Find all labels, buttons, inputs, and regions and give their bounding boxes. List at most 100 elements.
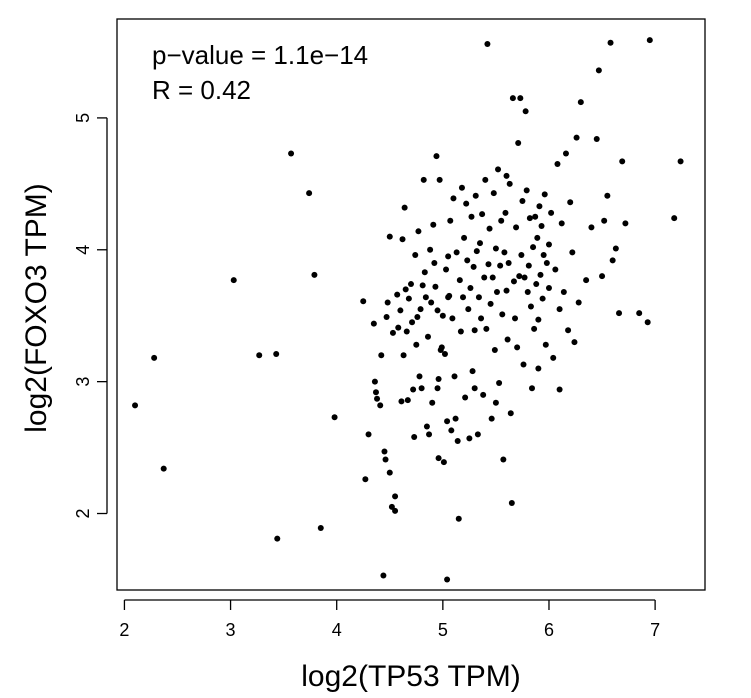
data-point — [311, 271, 318, 278]
data-point — [492, 245, 499, 252]
data-point — [422, 294, 429, 301]
data-point — [541, 191, 548, 198]
data-point — [636, 310, 643, 317]
data-point — [397, 307, 404, 314]
data-point — [556, 386, 563, 393]
data-point — [421, 269, 428, 276]
data-point — [540, 252, 547, 259]
data-point — [380, 572, 387, 579]
data-point — [503, 287, 510, 294]
data-point — [622, 220, 629, 227]
data-point — [525, 262, 532, 269]
data-point — [450, 195, 457, 202]
data-point — [381, 448, 388, 455]
data-point — [500, 456, 507, 463]
data-point — [595, 67, 602, 74]
data-point — [456, 277, 463, 284]
data-point — [545, 285, 552, 292]
data-point — [399, 236, 406, 243]
data-point — [507, 410, 514, 417]
data-point — [435, 376, 442, 383]
data-point — [464, 257, 471, 264]
data-point — [493, 288, 500, 295]
data-point — [518, 252, 525, 259]
data-point — [378, 352, 385, 359]
data-point — [479, 211, 486, 218]
data-point — [671, 215, 678, 222]
data-point — [646, 37, 653, 44]
data-point — [506, 180, 513, 187]
data-point — [402, 286, 409, 293]
data-point — [408, 281, 414, 288]
y-axis: 2 3 4 5 — [73, 113, 108, 519]
data-point — [556, 306, 563, 313]
data-point — [457, 328, 464, 335]
data-point — [526, 215, 533, 222]
data-point — [394, 291, 401, 298]
data-point — [470, 263, 477, 270]
y-tick-label: 2 — [73, 509, 93, 519]
data-point — [486, 225, 493, 232]
x-tick-label: 6 — [544, 620, 554, 640]
data-point — [466, 435, 473, 442]
data-point — [436, 176, 443, 183]
data-point — [496, 379, 503, 386]
data-point — [469, 368, 476, 375]
data-point — [513, 224, 520, 231]
data-point — [601, 217, 608, 224]
data-point — [535, 316, 542, 323]
data-point — [483, 325, 490, 332]
data-point — [460, 294, 467, 301]
data-point — [430, 221, 437, 228]
data-point — [520, 361, 527, 368]
data-point — [384, 299, 391, 306]
data-point — [612, 245, 619, 252]
data-point — [444, 418, 451, 425]
data-point — [404, 397, 411, 404]
data-point — [371, 378, 378, 385]
data-point — [431, 259, 438, 266]
p-value-annotation: p−value = 1.1e−14 — [152, 40, 368, 70]
data-point — [607, 39, 614, 46]
data-point — [503, 172, 510, 179]
data-point — [502, 209, 509, 216]
data-point — [542, 341, 549, 348]
x-tick-label: 4 — [332, 620, 342, 640]
data-point — [383, 314, 390, 321]
data-point — [480, 391, 487, 398]
data-point — [527, 303, 534, 310]
data-point — [445, 294, 452, 301]
data-point — [481, 274, 488, 281]
data-point — [609, 257, 616, 264]
data-point — [462, 394, 469, 401]
data-point — [471, 385, 478, 392]
data-point — [482, 176, 489, 183]
plot-frame — [116, 18, 706, 591]
data-point — [569, 249, 576, 256]
data-point — [432, 283, 439, 290]
data-point — [455, 515, 462, 522]
data-point — [552, 266, 559, 273]
data-point — [386, 233, 393, 240]
data-point — [485, 261, 492, 268]
data-point — [534, 234, 541, 241]
data-point — [488, 415, 495, 422]
y-axis-title: log2(FOXO3 TPM) — [20, 183, 53, 433]
data-point — [501, 249, 508, 256]
data-point — [471, 327, 478, 334]
data-point — [429, 399, 436, 406]
data-point — [473, 248, 480, 255]
data-point — [452, 415, 459, 422]
data-point — [497, 262, 504, 269]
data-point — [428, 299, 435, 306]
data-point — [403, 328, 410, 335]
data-point — [306, 190, 313, 197]
data-point — [537, 271, 544, 278]
data-point — [274, 535, 281, 542]
data-point — [604, 192, 611, 199]
data-point — [512, 315, 519, 322]
data-point — [392, 493, 399, 500]
data-point — [440, 459, 447, 466]
data-point — [331, 414, 338, 421]
